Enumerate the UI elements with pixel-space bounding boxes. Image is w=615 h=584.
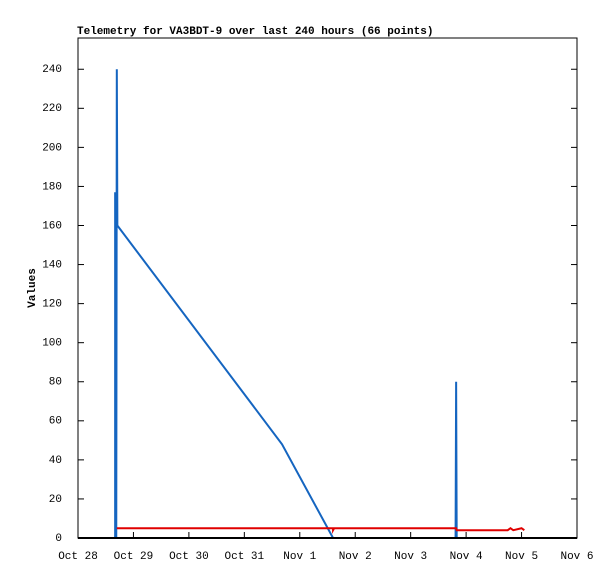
x-tick-label: Oct 29: [114, 551, 154, 563]
y-tick-label: 140: [42, 259, 62, 271]
y-tick-label: 240: [42, 64, 62, 76]
x-tick-label: Nov 1: [283, 551, 316, 563]
y-tick-label: 40: [49, 455, 62, 467]
y-tick-label: 80: [49, 377, 62, 389]
y-tick-label: 20: [49, 494, 62, 506]
y-tick-label: 160: [42, 220, 62, 232]
x-tick-label: Nov 2: [339, 551, 372, 563]
x-tick-label: Oct 30: [169, 551, 209, 563]
x-tick-label: Nov 4: [450, 551, 483, 563]
x-tick-label: Nov 3: [394, 551, 427, 563]
x-tick-label: Oct 28: [58, 551, 98, 563]
y-tick-label: 60: [49, 416, 62, 428]
y-tick-label: 200: [42, 142, 62, 154]
y-tick-label: 0: [55, 533, 62, 545]
chart-title: Telemetry for VA3BDT-9 over last 240 hou…: [77, 26, 433, 38]
y-tick-label: 120: [42, 299, 62, 311]
data-line: [114, 69, 522, 539]
plot-frame: [77, 37, 578, 539]
y-tick-label: 180: [42, 181, 62, 193]
x-tick-label: Nov 6: [560, 551, 593, 563]
y-tick-label: 100: [42, 338, 62, 350]
x-tick-label: Oct 31: [225, 551, 265, 563]
x-tick-label: Nov 5: [505, 551, 538, 563]
y-tick-label: 220: [42, 103, 62, 115]
data-line: [116, 527, 525, 534]
y-axis-label: Values: [27, 268, 39, 308]
